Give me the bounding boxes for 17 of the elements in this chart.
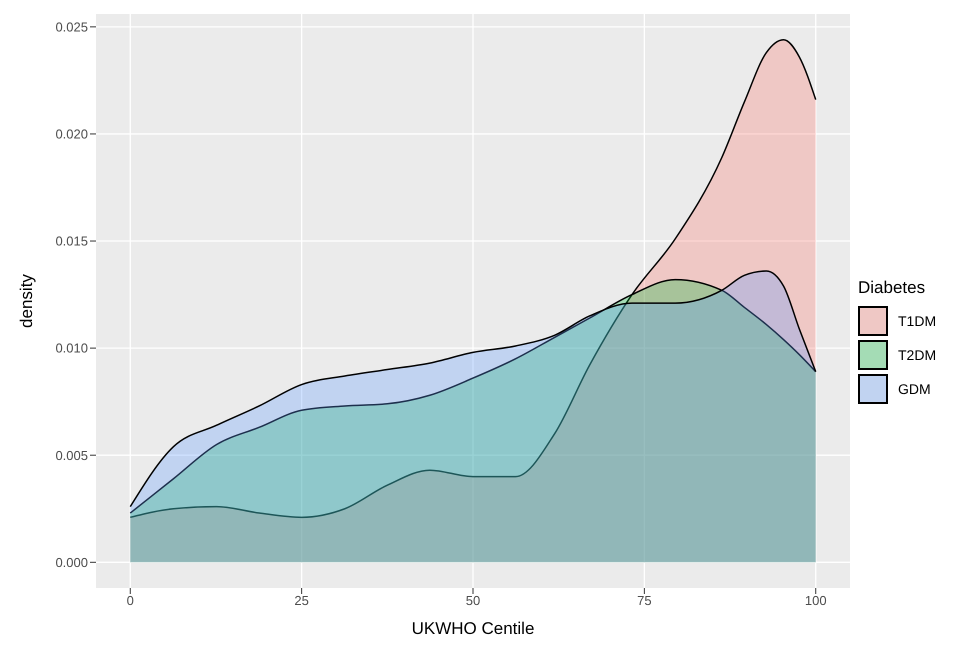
legend-label: GDM — [898, 381, 931, 397]
y-tick-label: 0.025 — [55, 19, 88, 34]
legend-label: T1DM — [898, 313, 936, 329]
y-tick-label: 0.000 — [55, 554, 88, 570]
x-axis-title: UKWHO Centile — [412, 619, 534, 638]
x-tick-label: 75 — [637, 593, 652, 608]
y-tick-label: 0.010 — [55, 340, 88, 356]
y-tick-label: 0.015 — [55, 234, 88, 249]
legend-title: Diabetes — [858, 278, 926, 298]
y-axis-title: density — [17, 274, 36, 328]
x-tick-label: 50 — [466, 593, 480, 608]
x-tick-label: 0 — [126, 593, 134, 608]
y-tick-label: 0.020 — [55, 126, 88, 142]
x-tick-label: 25 — [294, 593, 309, 608]
y-tick-label: 0.005 — [55, 448, 88, 463]
x-tick-label: 100 — [804, 593, 827, 608]
legend-label: T2DM — [898, 347, 936, 363]
